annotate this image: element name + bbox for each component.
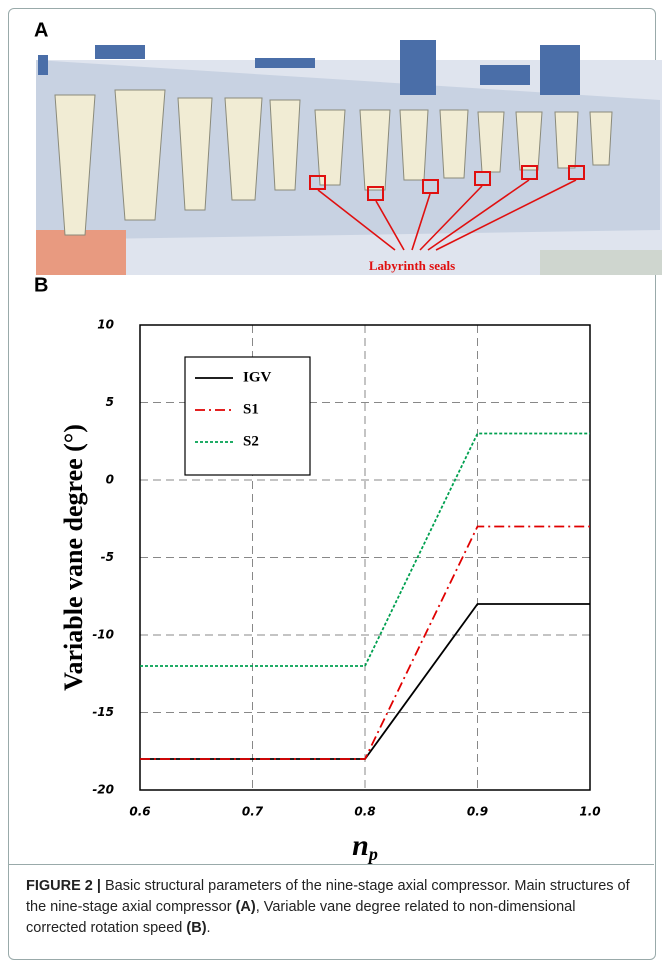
x-tick-label: 0.6 bbox=[129, 805, 150, 819]
y-tick-label: 10 bbox=[97, 318, 114, 332]
series-line bbox=[140, 603, 590, 760]
y-tick-label: -15 bbox=[92, 705, 114, 719]
annotation: Labyrinth seals bbox=[369, 258, 455, 273]
legend-label: S2 bbox=[243, 433, 259, 449]
caption-segment: (A) bbox=[235, 899, 256, 915]
x-tick-label: 0.8 bbox=[354, 805, 375, 819]
compressor-illustration bbox=[36, 40, 662, 275]
x-tick-label: 0.9 bbox=[467, 805, 488, 819]
caption: FIGURE 2 | Basic structural parameters o… bbox=[8, 864, 654, 939]
plot-frame bbox=[139, 324, 591, 791]
legend-box bbox=[184, 356, 311, 476]
caption-segment: (B) bbox=[186, 920, 207, 936]
y-tick-label: -20 bbox=[92, 783, 114, 797]
y-tick-label: 0 bbox=[106, 473, 114, 487]
legend-label: IGV bbox=[243, 369, 272, 385]
series-line bbox=[140, 432, 590, 667]
x-axis-label-main: n bbox=[352, 829, 369, 862]
figure-frame bbox=[8, 8, 656, 960]
figure: A bbox=[34, 19, 662, 865]
caption-segment: , Variable vane degree related to non-di… bbox=[26, 899, 580, 936]
x-axis-label-sub: p bbox=[367, 844, 378, 864]
y-tick-label: -5 bbox=[101, 550, 114, 564]
legend-label: S1 bbox=[243, 401, 259, 417]
panel-label: A bbox=[34, 19, 48, 41]
series-line bbox=[140, 525, 590, 760]
panel-label: B bbox=[34, 274, 48, 296]
y-tick-label: -10 bbox=[92, 628, 114, 642]
x-tick-label: 0.7 bbox=[242, 805, 264, 819]
separator bbox=[8, 864, 654, 865]
caption-segment: . bbox=[206, 920, 211, 936]
caption-segment: FIGURE 2 | bbox=[26, 878, 101, 894]
y-axis-label: Variable vane degree (°) bbox=[59, 424, 88, 691]
caption-segment: Basic structural parameters of the nine-… bbox=[26, 878, 634, 915]
x-axis-label: np bbox=[352, 829, 378, 864]
y-tick-label: 5 bbox=[106, 395, 114, 409]
line-chart: -20 -15 -10 -5 0 5 10 0.6 0.7 0.8 0.9 1.0 Variable v… bbox=[59, 318, 601, 865]
x-tick-label: 1.0 bbox=[579, 805, 600, 819]
